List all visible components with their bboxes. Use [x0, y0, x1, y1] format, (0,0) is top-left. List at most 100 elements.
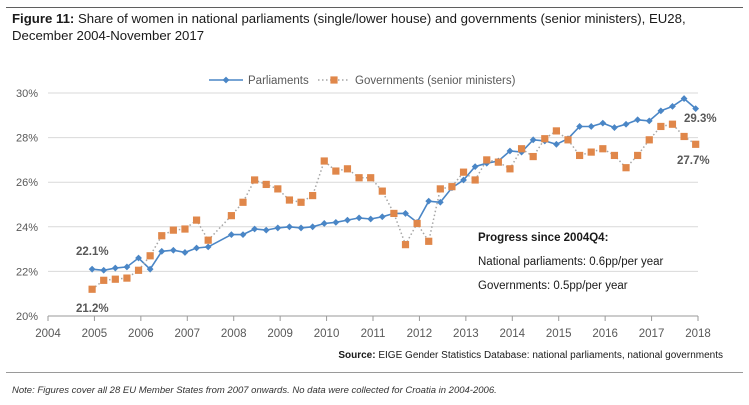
- x-tick-label: 2009: [267, 328, 293, 340]
- figure-title: Figure 11: Share of women in national pa…: [12, 10, 737, 44]
- point-governments: [680, 132, 688, 141]
- y-tick-label: 24%: [16, 222, 38, 234]
- figure-title-line2: December 2004-November 2017: [12, 28, 205, 43]
- point-governments: [111, 275, 119, 283]
- axes: 20% 22% 24% 26% 28% 30% 2004 2005 2006 2007 2008 20…: [16, 88, 711, 340]
- x-tick-label: 2012: [407, 328, 433, 340]
- point-parliaments: [611, 124, 618, 131]
- point-parliaments: [587, 123, 595, 130]
- source-label: Source:: [338, 350, 376, 361]
- point-governments: [227, 212, 235, 220]
- point-governments: [494, 158, 502, 166]
- point-governments: [413, 219, 421, 228]
- point-governments: [181, 225, 189, 233]
- point-parliaments: [692, 105, 700, 113]
- gridlines: [48, 92, 698, 317]
- point-governments: [564, 136, 572, 144]
- point-parliaments: [402, 210, 409, 217]
- point-governments: [436, 185, 444, 193]
- annotation-parliaments-end: 29.3%: [684, 113, 717, 125]
- point-governments: [309, 191, 317, 200]
- point-governments: [204, 236, 212, 244]
- point-parliaments: [239, 231, 247, 239]
- point-parliaments: [135, 254, 142, 262]
- x-tick-label: 2018: [685, 328, 711, 340]
- point-governments: [390, 209, 398, 218]
- point-governments: [251, 176, 259, 184]
- point-parliaments: [320, 220, 328, 227]
- x-tick-label: 2007: [174, 328, 200, 340]
- point-governments: [134, 266, 143, 274]
- point-governments: [285, 196, 294, 204]
- point-parliaments: [286, 223, 293, 231]
- x-tick-label: 2008: [221, 328, 247, 340]
- title-top-rule: [6, 7, 743, 8]
- point-governments: [401, 241, 410, 249]
- point-parliaments: [634, 116, 642, 124]
- progress-parliaments: National parliaments: 0.6pp/per year: [478, 256, 664, 268]
- x-tick-label: 2013: [453, 328, 479, 340]
- point-governments: [599, 145, 607, 153]
- point-governments: [622, 164, 630, 172]
- point-governments: [274, 185, 282, 193]
- point-parliaments: [251, 225, 259, 233]
- x-tick-label: 2006: [128, 328, 154, 340]
- point-governments: [459, 168, 468, 176]
- figure-note: Note: Figures cover all 28 EU Member Sta…: [12, 385, 497, 396]
- x-tick-label: 2016: [592, 328, 618, 340]
- point-parliaments: [669, 102, 676, 110]
- bottom-rule: [6, 372, 743, 373]
- x-tick-label: 2010: [314, 328, 340, 340]
- point-governments: [517, 145, 526, 153]
- legend-marker-parliaments: [222, 76, 230, 84]
- point-parliaments: [529, 136, 537, 144]
- point-parliaments: [123, 263, 131, 271]
- line-chart: 20% 22% 24% 26% 28% 30% 2004 2005 2006 2007 2008 20…: [16, 75, 717, 340]
- point-parliaments: [506, 147, 514, 155]
- series-line-governments: [91, 123, 697, 290]
- point-parliaments: [204, 243, 212, 251]
- progress-title: Progress since 2004Q4:: [478, 232, 608, 244]
- point-parliaments: [680, 95, 688, 102]
- point-governments: [610, 151, 619, 160]
- point-governments: [88, 285, 96, 293]
- x-tick-label: 2014: [499, 328, 525, 340]
- point-parliaments: [355, 214, 363, 222]
- y-tick-label: 26%: [16, 177, 38, 189]
- point-governments: [634, 151, 642, 160]
- point-parliaments: [425, 197, 433, 205]
- x-tick-label: 2011: [361, 328, 386, 340]
- point-parliaments: [111, 264, 119, 272]
- x-tick-label: 2017: [639, 328, 665, 340]
- point-parliaments: [332, 218, 340, 226]
- annotation-governments-end: 27.7%: [677, 155, 710, 167]
- legend-marker-governments: [330, 76, 338, 84]
- point-governments: [576, 151, 584, 160]
- point-governments: [448, 183, 456, 191]
- point-parliaments: [367, 215, 375, 223]
- annotation-governments-start: 21.2%: [76, 303, 109, 315]
- point-governments: [169, 226, 177, 234]
- point-governments: [262, 180, 270, 189]
- point-governments: [378, 187, 386, 195]
- point-governments: [192, 216, 201, 224]
- point-governments: [355, 174, 363, 182]
- point-parliaments: [657, 107, 665, 115]
- point-parliaments: [471, 163, 479, 170]
- x-tick-label: 2004: [35, 328, 61, 340]
- point-parliaments: [552, 140, 560, 148]
- point-governments: [529, 152, 537, 161]
- point-governments: [123, 274, 131, 282]
- point-governments: [645, 136, 653, 144]
- y-tick-label: 30%: [16, 88, 38, 100]
- point-parliaments: [169, 246, 177, 254]
- point-parliaments: [297, 224, 305, 232]
- point-governments: [541, 135, 549, 143]
- point-governments: [483, 156, 491, 164]
- legend-label-parliaments: Parliaments: [248, 75, 309, 87]
- point-parliaments: [344, 216, 351, 224]
- point-governments: [506, 165, 514, 173]
- point-governments: [239, 198, 247, 206]
- y-tick-label: 20%: [16, 311, 38, 323]
- point-governments: [552, 127, 560, 135]
